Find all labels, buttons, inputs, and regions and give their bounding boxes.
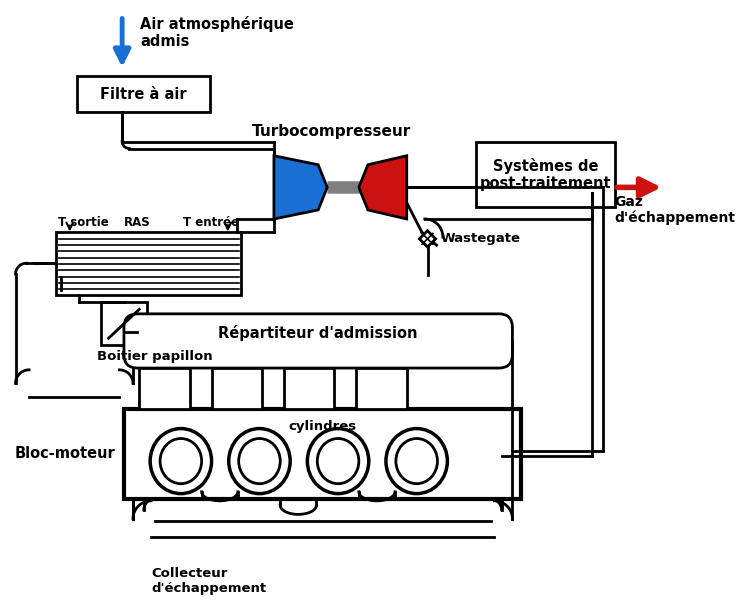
Text: Air atmosphérique
admis: Air atmosphérique admis — [140, 16, 294, 49]
Ellipse shape — [239, 439, 280, 484]
Polygon shape — [419, 231, 435, 247]
Text: cylindres: cylindres — [288, 419, 357, 433]
Text: Collecteur
d'échappement: Collecteur d'échappement — [151, 567, 266, 595]
Bar — [124, 409, 522, 499]
Ellipse shape — [386, 429, 447, 493]
Text: Turbocompresseur: Turbocompresseur — [252, 124, 412, 139]
Bar — [56, 231, 241, 295]
Bar — [77, 76, 210, 112]
Bar — [101, 302, 146, 346]
Bar — [356, 368, 406, 409]
Text: Systèmes de
post-traitement: Systèmes de post-traitement — [479, 158, 611, 191]
FancyBboxPatch shape — [124, 314, 513, 368]
Ellipse shape — [317, 439, 359, 484]
Ellipse shape — [150, 429, 212, 493]
Polygon shape — [274, 156, 327, 219]
Text: RAS: RAS — [124, 216, 151, 229]
Text: T entrée: T entrée — [184, 216, 239, 229]
Text: Wastegate: Wastegate — [440, 233, 520, 245]
Bar — [212, 368, 262, 409]
Text: Filtre à air: Filtre à air — [100, 87, 186, 102]
Ellipse shape — [160, 439, 201, 484]
Text: Répartiteur d'admission: Répartiteur d'admission — [218, 325, 418, 341]
Text: Bloc-moteur: Bloc-moteur — [14, 447, 115, 462]
Text: Boitier papillon: Boitier papillon — [97, 350, 212, 363]
Text: Gaz
d'échappement: Gaz d'échappement — [614, 195, 736, 225]
Bar — [139, 368, 190, 409]
Ellipse shape — [229, 429, 291, 493]
Bar — [284, 368, 334, 409]
Polygon shape — [359, 156, 406, 219]
Text: T sortie: T sortie — [58, 216, 108, 229]
Bar — [476, 142, 614, 207]
Ellipse shape — [396, 439, 438, 484]
Ellipse shape — [308, 429, 369, 493]
